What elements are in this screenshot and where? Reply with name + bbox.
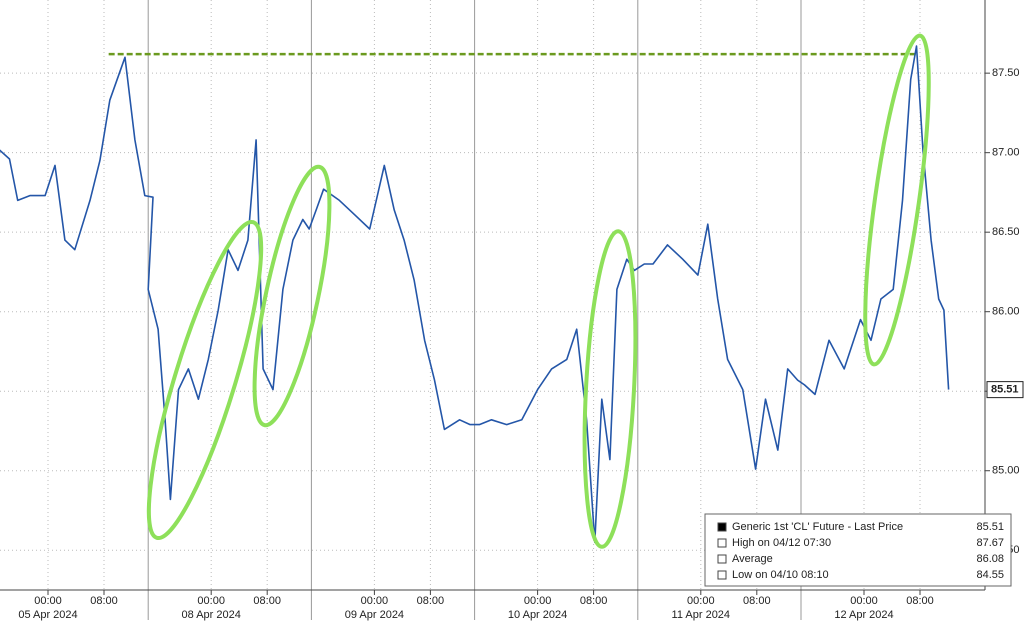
legend-swatch <box>717 538 727 548</box>
legend-value: 85.51 <box>976 521 1004 533</box>
x-tick-label: 08:00 <box>743 595 771 607</box>
x-date-label: 12 Apr 2024 <box>834 609 893 621</box>
x-tick-label: 00:00 <box>687 595 715 607</box>
legend-box <box>704 513 1012 587</box>
legend: Generic 1st 'CL' Future - Last Price 85.5… <box>704 513 1012 587</box>
legend-label: Generic 1st 'CL' Future - Last Price <box>732 521 903 533</box>
x-tick-label: 08:00 <box>906 595 934 607</box>
legend-label: Low on 04/10 08:10 <box>732 569 829 581</box>
legend-label: Average <box>732 553 773 565</box>
legend-label: High on 04/12 07:30 <box>732 537 831 549</box>
highlight-ellipse <box>252 164 332 428</box>
x-tick-label: 00:00 <box>34 595 62 607</box>
last-price-label: 85.51 <box>991 384 1019 396</box>
highlight-ellipse <box>582 229 638 549</box>
y-tick-label: 85.00 <box>992 465 1020 477</box>
x-tick-label: 08:00 <box>90 595 118 607</box>
y-tick-label: 87.00 <box>992 147 1020 159</box>
y-tick-label: 86.00 <box>992 306 1020 318</box>
annotations <box>146 33 931 549</box>
x-tick-label: 08:00 <box>417 595 445 607</box>
x-date-label: 05 Apr 2024 <box>18 609 77 621</box>
y-tick-label: 86.50 <box>992 226 1020 238</box>
highlight-ellipse <box>863 33 931 367</box>
x-date-label: 11 Apr 2024 <box>672 609 731 621</box>
x-date-label: 09 Apr 2024 <box>345 609 404 621</box>
legend-value: 86.08 <box>976 553 1004 565</box>
x-date-label: 10 Apr 2024 <box>508 609 567 621</box>
legend-swatch <box>717 570 727 580</box>
x-tick-label: 08:00 <box>580 595 608 607</box>
price-line <box>0 45 950 544</box>
legend-swatch <box>717 522 727 532</box>
highlight-ellipse <box>146 219 264 541</box>
legend-value: 84.55 <box>976 569 1004 581</box>
x-tick-label: 00:00 <box>197 595 225 607</box>
x-tick-label: 00:00 <box>850 595 878 607</box>
x-tick-label: 00:00 <box>524 595 552 607</box>
x-date-label: 08 Apr 2024 <box>182 609 241 621</box>
x-tick-label: 00:00 <box>361 595 389 607</box>
y-tick-label: 87.50 <box>992 67 1020 79</box>
last-price-tag <box>986 381 1024 399</box>
x-tick-label: 08:00 <box>253 595 281 607</box>
legend-value: 87.67 <box>976 537 1004 549</box>
legend-swatch <box>717 554 727 564</box>
